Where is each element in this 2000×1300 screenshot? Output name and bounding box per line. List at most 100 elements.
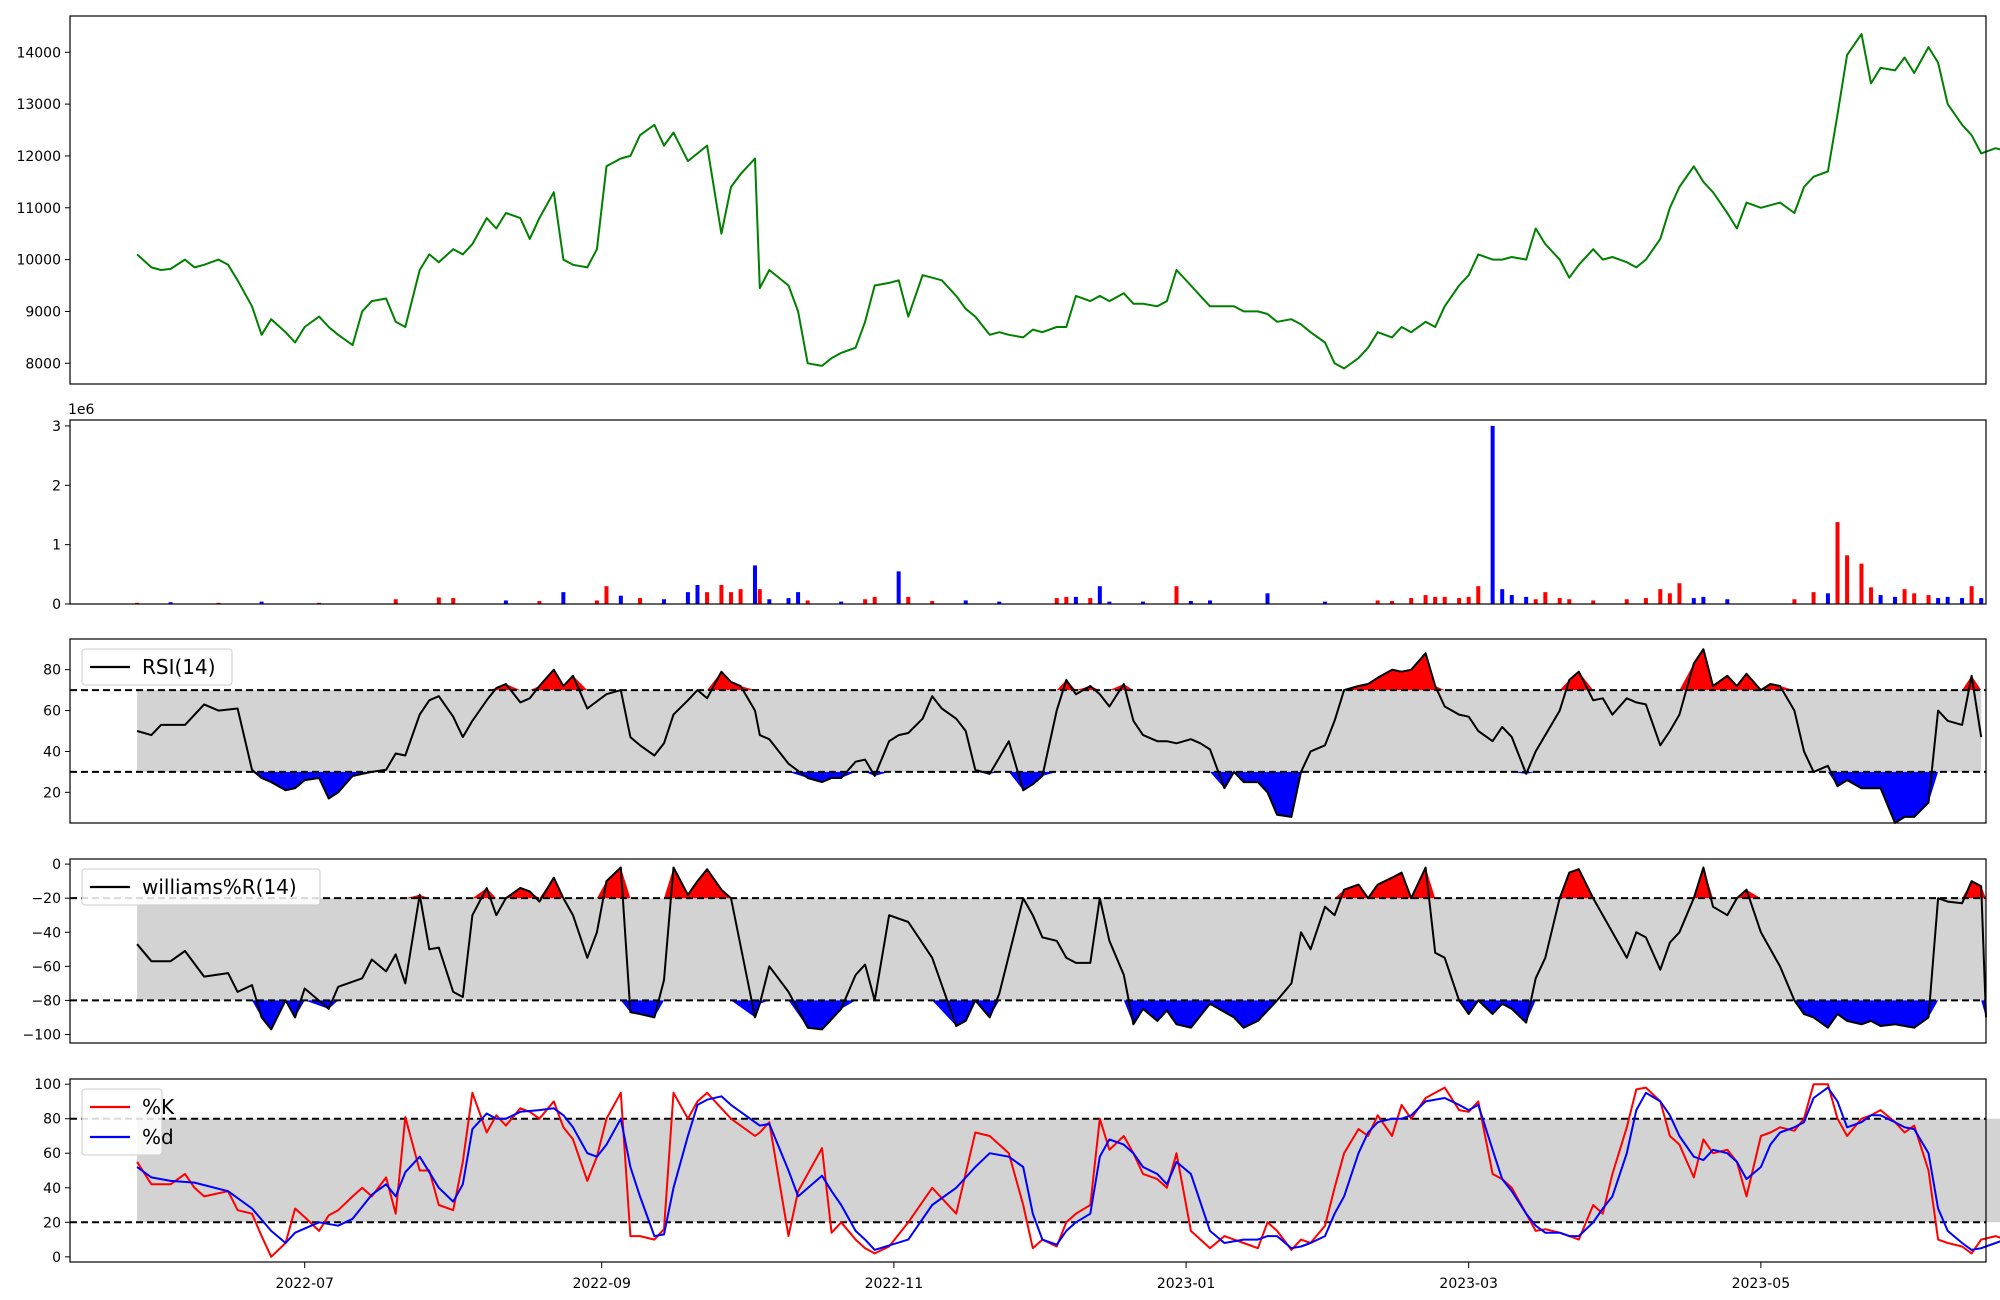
volume-bar — [1265, 593, 1270, 604]
volume-bar — [604, 586, 609, 604]
volume-bar — [1064, 596, 1069, 604]
volume-bar — [436, 597, 441, 604]
y-tick-label: 0 — [52, 597, 61, 613]
x-tick-label: 2022-07 — [275, 1276, 334, 1292]
volume-bar — [1643, 598, 1648, 604]
volume-bar — [796, 592, 801, 604]
volume-bar — [259, 601, 264, 604]
volume-bar — [997, 601, 1002, 604]
volume-bar — [1945, 596, 1950, 604]
y-tick-label: 60 — [43, 704, 61, 720]
y-tick-label: −80 — [31, 993, 61, 1009]
volume-bar — [1825, 593, 1830, 604]
volume-bar — [1969, 586, 1974, 604]
williams-panel: 0 −20 −40 −60 −80 −100 williams%R(14) — [23, 857, 1987, 1044]
volume-bar — [963, 600, 968, 604]
x-tick-label: 2023-05 — [1732, 1276, 1791, 1292]
plot-frame — [69, 419, 1987, 605]
volume-bar — [786, 598, 791, 604]
y-tick-label: 8000 — [25, 356, 61, 372]
y-tick-label: 100 — [34, 1077, 61, 1093]
plot-frame — [69, 858, 1987, 1044]
y-tick-label: 0 — [52, 857, 61, 873]
y-tick-label: 13000 — [16, 97, 61, 113]
y-tick-label: 40 — [43, 744, 61, 760]
x-tick-label: 2023-03 — [1439, 1276, 1498, 1292]
y-tick-label: 3 — [52, 419, 61, 435]
volume-bar — [594, 600, 599, 604]
plot-frame — [69, 15, 1987, 385]
plot-frame — [69, 638, 1987, 824]
volume-bar — [1073, 596, 1078, 604]
volume-bar — [1701, 596, 1706, 604]
volume-bar — [1677, 583, 1682, 604]
volume-bar — [1375, 600, 1380, 604]
volume-bar — [1892, 596, 1897, 604]
y-tick-label: 0 — [52, 1250, 61, 1266]
y-tick-label: 80 — [43, 1112, 61, 1128]
volume-bar — [1423, 595, 1428, 604]
volume-bar — [1409, 598, 1414, 604]
volume-bar — [1878, 595, 1883, 604]
series-line-0 — [136, 1083, 2000, 1258]
volume-bar — [1097, 586, 1102, 604]
volume-bar — [537, 601, 542, 604]
volume-bar — [1658, 589, 1663, 604]
volume-panel: 0 1 2 3 1e6 — [52, 402, 1987, 613]
volume-bar — [1390, 601, 1395, 604]
volume-bar — [930, 601, 935, 604]
y-tick-label: 1 — [52, 538, 61, 554]
volume-bar — [1902, 589, 1907, 604]
volume-bar — [863, 599, 868, 604]
volume-bar — [1869, 587, 1874, 604]
y-tick-label: −40 — [31, 925, 61, 941]
overbought-fill — [137, 867, 1987, 899]
volume-bar — [1859, 563, 1864, 604]
volume-bar — [695, 585, 700, 604]
series-line-1 — [136, 1086, 2000, 1251]
volume-bar — [1466, 596, 1471, 604]
volume-bar — [872, 596, 877, 604]
volume-bar — [168, 602, 173, 604]
y-tick-label: 9000 — [25, 304, 61, 320]
volume-bar — [1567, 599, 1572, 604]
y-tick-label: 80 — [43, 663, 61, 679]
y-tick-label: 14000 — [16, 45, 61, 61]
y-tick-label: −20 — [31, 891, 61, 907]
x-axis: 2022-07 2022-09 2022-11 2023-01 2023-03 2023-… — [275, 1262, 1790, 1292]
volume-bar — [1543, 592, 1548, 604]
x-tick-label: 2023-01 — [1157, 1276, 1216, 1292]
y-tick-label: 12000 — [16, 149, 61, 165]
volume-bar — [1591, 600, 1596, 604]
oversold-fill — [137, 771, 1982, 823]
volume-bar — [1792, 599, 1797, 604]
series-line-0 — [136, 648, 1983, 824]
volume-bar — [1533, 599, 1538, 604]
volume-bar — [1667, 593, 1672, 604]
y-tick-label: 20 — [43, 1215, 61, 1231]
y-tick-label: 2 — [52, 478, 61, 494]
volume-bar — [1140, 601, 1145, 604]
volume-bar — [1433, 596, 1438, 604]
volume-bar — [1912, 593, 1917, 604]
volume-bar — [896, 571, 901, 604]
y-tick-label: 10000 — [16, 253, 61, 269]
volume-bar — [805, 600, 810, 604]
volume-bar — [1960, 598, 1965, 604]
plot-frame — [69, 1078, 1987, 1263]
volume-bar — [1524, 596, 1529, 604]
x-tick-label: 2022-11 — [865, 1276, 924, 1292]
volume-bar — [1500, 589, 1505, 604]
rsi-panel: 20 40 60 80 RSI(14) — [43, 638, 1987, 824]
volume-bar — [1322, 601, 1327, 604]
y-tick-label: 11000 — [16, 201, 61, 217]
legend-label: %d — [142, 1125, 174, 1149]
volume-bar — [451, 598, 456, 604]
volume-bar — [1835, 522, 1840, 604]
price-line — [136, 33, 2000, 370]
legend-label: %K — [142, 1095, 175, 1119]
volume-bar — [1509, 595, 1514, 604]
volume-bar — [503, 600, 508, 604]
y-tick-label: −100 — [23, 1027, 61, 1043]
